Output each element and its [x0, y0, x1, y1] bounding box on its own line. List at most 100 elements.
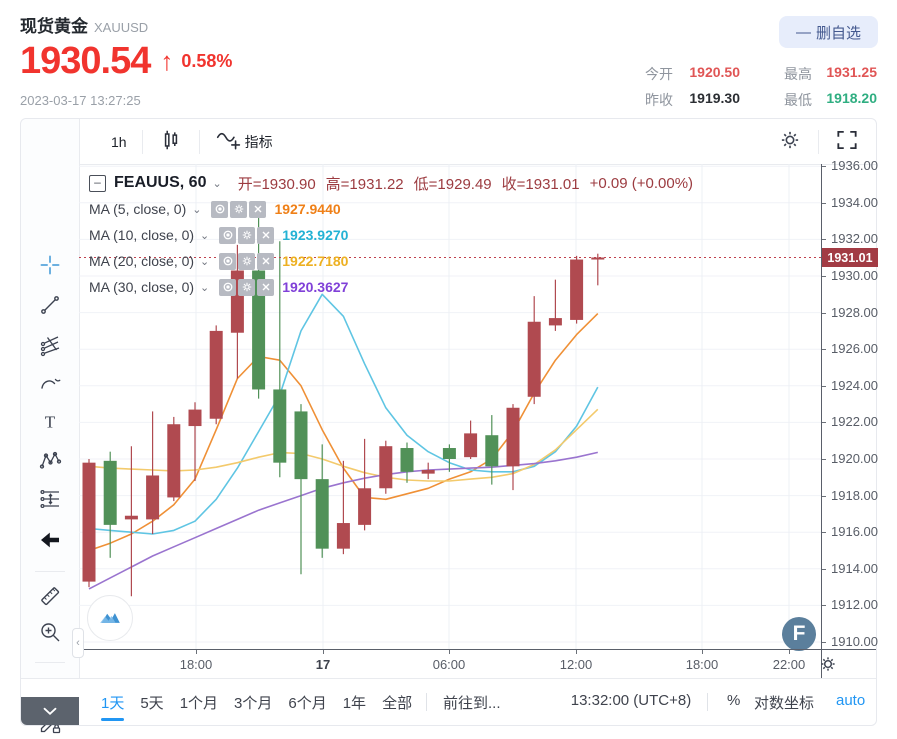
ma-label[interactable]: MA (20, close, 0): [89, 253, 195, 269]
fullscreen-icon: [834, 127, 860, 156]
time-tick-label: 18:00: [685, 657, 719, 672]
interval-button[interactable]: 1h: [111, 133, 127, 150]
price-tick-label: 1918.00: [831, 487, 878, 503]
crosshair-tool[interactable]: [35, 250, 65, 280]
chevron-down-icon[interactable]: ⌄: [200, 255, 210, 268]
chevron-down-icon[interactable]: ⌄: [200, 281, 210, 294]
range-tab-5天[interactable]: 5天: [140, 694, 164, 712]
candle: [252, 270, 266, 390]
bottom-toolbar: 1天 5天 1个月 3个月 6个月 1年 全部 前往到... 13:32:00 (UTC+8…: [21, 678, 876, 725]
ma-remove-icon[interactable]: [257, 252, 275, 270]
trend-line-tool[interactable]: [35, 290, 65, 320]
candle: [548, 318, 562, 326]
chart-widget: T 1h 指标 – FEAUUS, 60 ⌄ 开=1930.90 高=1931.22 低=…: [20, 118, 878, 734]
chevron-down-icon[interactable]: ⌄: [212, 177, 222, 190]
price-tick-mark: [822, 459, 826, 460]
chart-plot-area[interactable]: – FEAUUS, 60 ⌄ 开=1930.90 高=1931.22 低=1929.49 收…: [79, 164, 821, 651]
price-tick-label: 1922.00: [831, 414, 878, 430]
remove-watchlist-button[interactable]: — 删自选: [779, 16, 878, 48]
price-tick-label: 1910.00: [831, 634, 878, 649]
gann-fib-tool[interactable]: [35, 330, 65, 360]
chevron-down-icon: [39, 700, 61, 722]
log-scale-button[interactable]: 对数坐标: [754, 695, 815, 712]
ma-visibility-icon[interactable]: [219, 252, 237, 270]
auto-scale-button[interactable]: auto: [836, 692, 866, 709]
stat-label: 最低: [784, 92, 812, 108]
candle: [124, 515, 138, 520]
percent-scale-button[interactable]: %: [727, 692, 741, 709]
ma-label[interactable]: MA (30, close, 0): [89, 279, 195, 295]
chevron-down-icon[interactable]: ⌄: [200, 229, 210, 242]
range-tab-1年[interactable]: 1年: [342, 694, 367, 712]
range-tab-3个月[interactable]: 3个月: [234, 694, 273, 712]
range-tab-1天[interactable]: 1天: [101, 692, 125, 721]
time-tick-label: 22:00: [772, 657, 806, 672]
ma-settings-icon[interactable]: [238, 278, 256, 296]
price-tick-mark: [822, 239, 826, 241]
provider-watermark: [87, 595, 133, 641]
stat-label: 最高: [784, 66, 812, 82]
instrument-name: 现货黄金: [20, 17, 88, 36]
stat-label: 今开: [645, 66, 673, 82]
arrow-left-tool[interactable]: [35, 525, 65, 555]
axis-settings-gear-icon[interactable]: [817, 653, 839, 675]
arrow-left-icon: [38, 528, 62, 552]
collapse-toolbar-button[interactable]: [21, 697, 79, 725]
ma-label[interactable]: MA (5, close, 0): [89, 201, 187, 217]
ma-settings-icon[interactable]: [238, 226, 256, 244]
ma-remove-icon[interactable]: [249, 200, 267, 218]
time-tick-label: 12:00: [559, 657, 593, 672]
chart-topbar: 1h 指标: [79, 119, 876, 165]
range-tab-全部[interactable]: 全部: [382, 694, 413, 712]
sidebar-collapse-handle[interactable]: ‹: [72, 628, 84, 658]
trend-line-icon: [38, 293, 62, 317]
change-percent: 0.58%: [181, 51, 233, 71]
ma-visibility-icon[interactable]: [211, 200, 229, 218]
ma-value: 1920.3627: [282, 279, 349, 295]
time-axis[interactable]: 18:00 17 06:00 12:00 18:00 22:00: [79, 649, 876, 679]
time-tick-label: 17: [315, 657, 331, 672]
legend-symbol[interactable]: FEAUUS, 60: [114, 174, 207, 191]
candle: [442, 448, 456, 459]
candle: [294, 411, 308, 480]
bottombar-divider: [707, 693, 708, 711]
ma-visibility-icon[interactable]: [219, 278, 237, 296]
position-tool[interactable]: [35, 484, 65, 514]
collapse-legend-icon[interactable]: –: [89, 174, 106, 192]
range-tabs: 1天 5天 1个月 3个月 6个月 1年 全部: [101, 679, 412, 725]
price-tick-mark: [822, 385, 826, 387]
zoom-in-tool[interactable]: [35, 617, 65, 647]
ma-visibility-icon[interactable]: [219, 226, 237, 244]
text-tool[interactable]: T: [35, 407, 65, 437]
instrument-symbol: XAUUSD: [94, 20, 149, 35]
price-tick-label: 1920.00: [831, 451, 878, 466]
goto-date-button[interactable]: 前往到...: [443, 695, 501, 712]
price-tick-label: 1924.00: [831, 377, 878, 393]
range-tab-6个月[interactable]: 6个月: [288, 694, 327, 712]
chart-style-button[interactable]: [152, 127, 190, 156]
candle: [506, 407, 520, 467]
zoom-in-icon: [38, 620, 62, 644]
price-axis[interactable]: 1936.00 1934.00 1932.00 1930.00 1928.00 1926.…: [821, 158, 878, 649]
drawing-toolbar: T: [21, 119, 80, 734]
up-arrow-icon: ↑: [160, 46, 174, 76]
brush-tool[interactable]: [35, 368, 65, 398]
measure-tool[interactable]: [35, 581, 65, 611]
chart-settings-button[interactable]: [771, 127, 809, 156]
ma-remove-icon[interactable]: [257, 278, 275, 296]
price-tick-mark: [822, 166, 826, 168]
indicators-button[interactable]: 指标: [209, 127, 279, 156]
xabcd-pattern-tool[interactable]: [35, 445, 65, 475]
ma-legend-row: MA (10, close, 0) ⌄ 1923.9270: [89, 222, 693, 248]
chevron-down-icon[interactable]: ⌄: [192, 203, 202, 216]
ma-label[interactable]: MA (10, close, 0): [89, 227, 195, 243]
ma-remove-icon[interactable]: [257, 226, 275, 244]
candle: [336, 523, 350, 549]
clock-label[interactable]: 13:32:00 (UTC+8): [570, 692, 692, 709]
ma-settings-icon[interactable]: [238, 252, 256, 270]
fullscreen-button[interactable]: [828, 127, 866, 156]
price-tick-mark: [822, 312, 826, 314]
ma-value: 1927.9440: [274, 201, 341, 217]
range-tab-1个月[interactable]: 1个月: [179, 694, 219, 712]
ma-settings-icon[interactable]: [230, 200, 248, 218]
